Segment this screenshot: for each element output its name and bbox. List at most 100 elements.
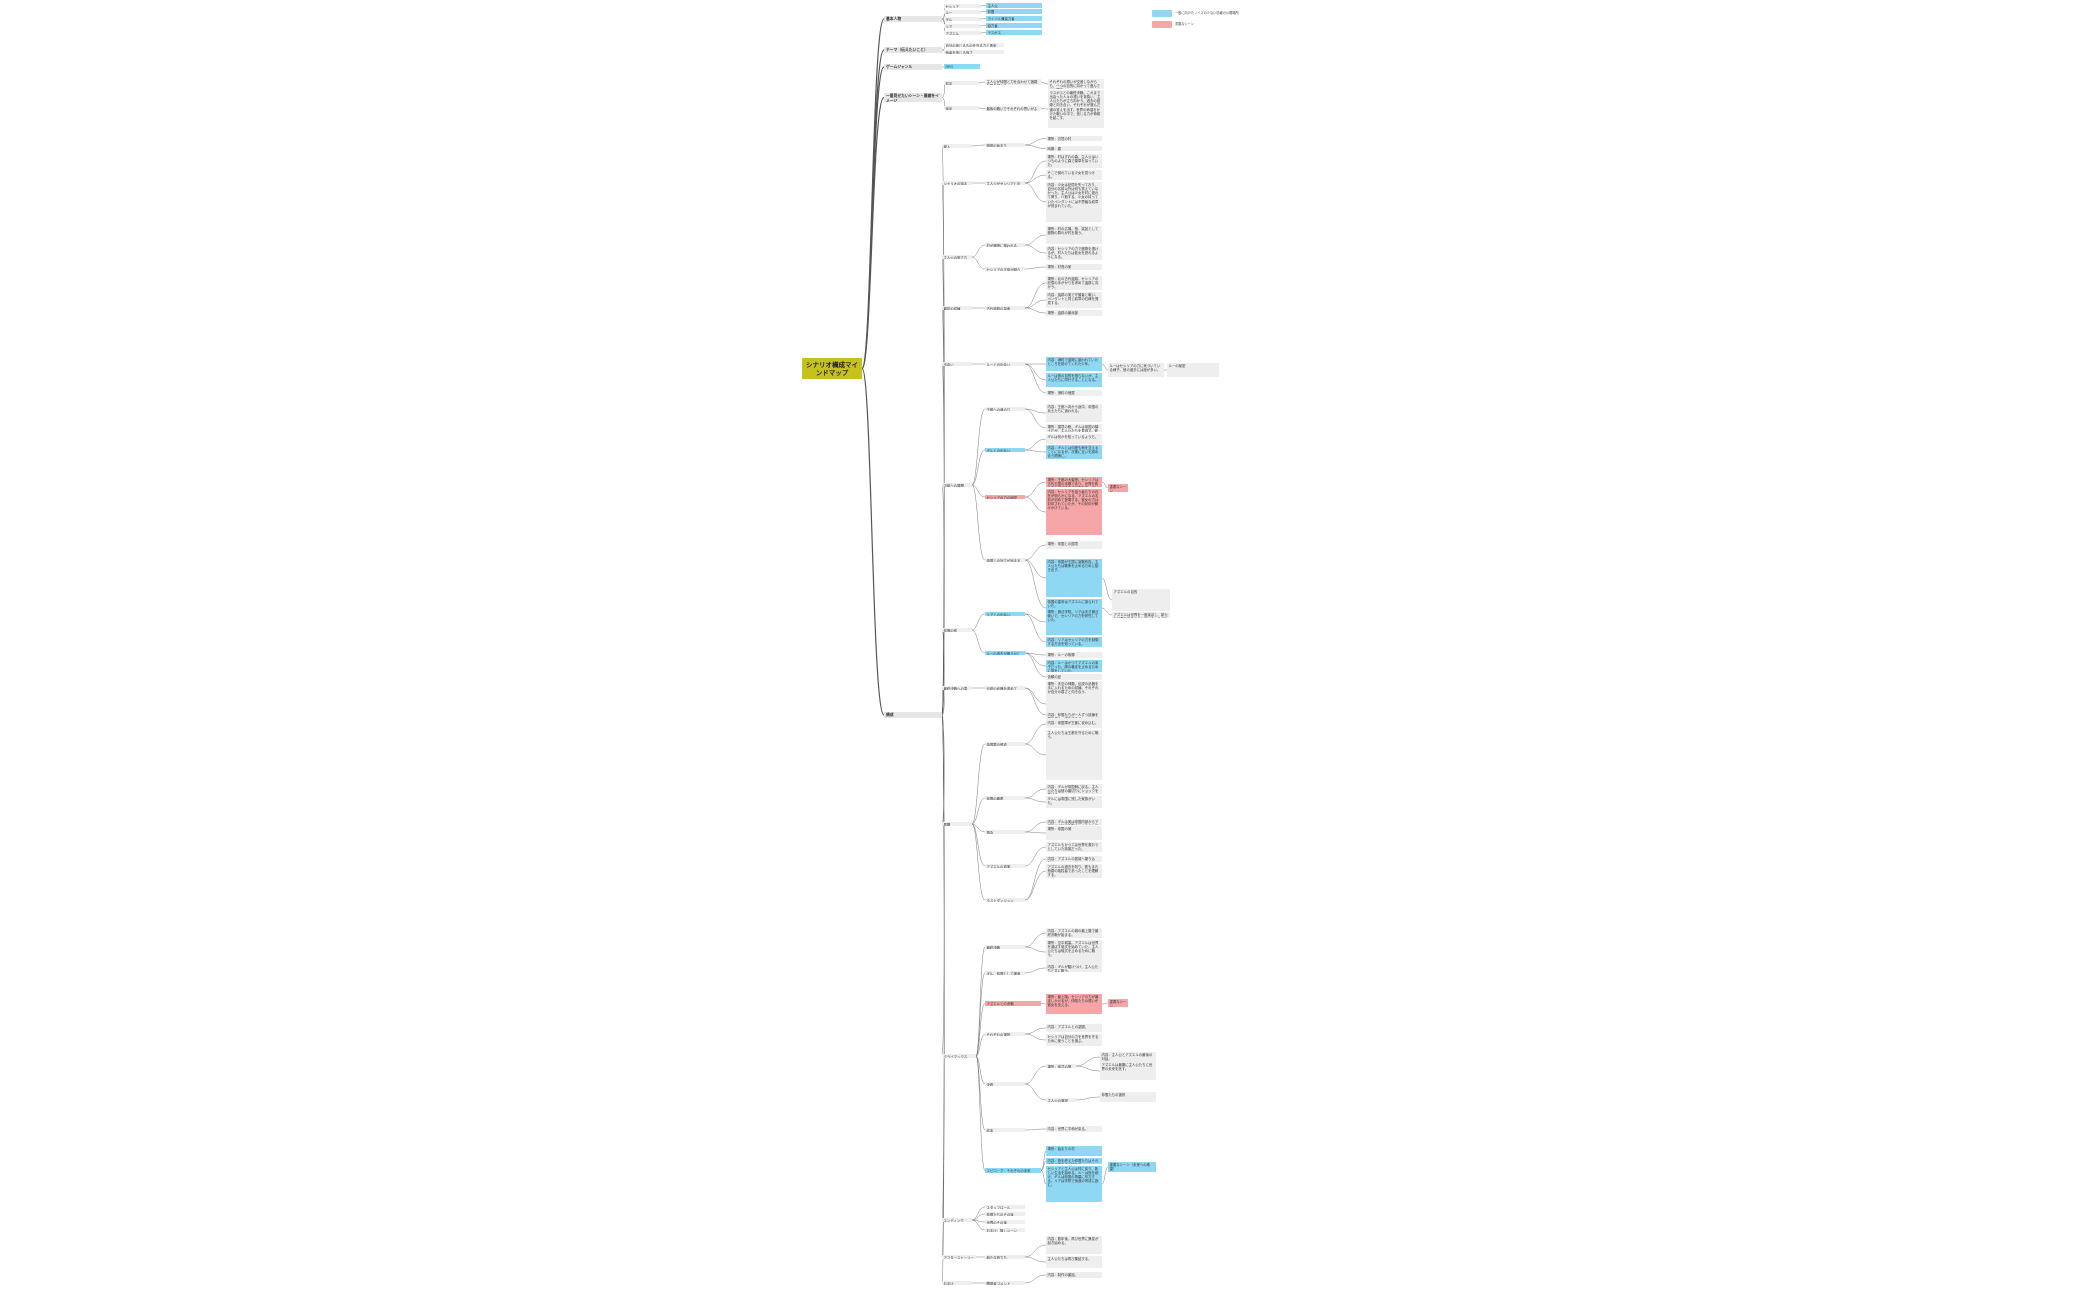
topic-node-s6a[interactable]: 王都への道のり [985, 407, 1025, 411]
topic-node-m1b1[interactable]: 仲間 [986, 9, 1042, 14]
topic-node-s10n[interactable]: 内容：世界に平和が戻る。 [1046, 1126, 1102, 1132]
topic-node-s7[interactable]: 仲間の絆 [942, 628, 972, 632]
topic-node-s10m[interactable]: 場所：始まりの村 [1046, 1146, 1102, 1156]
topic-node-s7b[interactable]: ルーの過去が明らかに [985, 651, 1025, 655]
topic-node-s7y[interactable]: 内容：リアはセシリアの力を制御する方法を知っている。 [1046, 637, 1102, 647]
topic-node-s10d[interactable]: それぞれの選択 [985, 1032, 1025, 1036]
topic-node-s11[interactable]: エンディング [942, 1218, 972, 1222]
topic-node-s10l[interactable]: 内容：旅を終えた仲間たちはそれぞれの道を歩み始める。 [1046, 1158, 1102, 1164]
topic-node-s7w[interactable]: 内容：ルーはかつてアズエルの弟子だった。師の暴走を止めるために旅をしていた。 [1046, 660, 1102, 672]
topic-node-s5a[interactable]: ルーとの出会い [985, 362, 1025, 366]
topic-node-s1a[interactable]: 物語の始まり [985, 143, 1025, 147]
root-topic[interactable]: シナリオ構成マインドマップ [802, 358, 862, 379]
topic-node-s9d[interactable]: アズエルの真実 [985, 864, 1025, 868]
topic-node-s6o[interactable]: アズエルは世界を一度滅ぼし、新たな世界を創ろうとしている。そのためにセシリアの力… [1112, 612, 1170, 618]
topic-node-s2a[interactable]: 主人公がセシリアと出会う [985, 181, 1025, 185]
topic-node-m1c1[interactable]: ライバル兼協力者 [986, 16, 1042, 21]
topic-node-s10t[interactable]: セシリアは自分の力を世界を守るために使うことを選ぶ。 [1046, 1034, 1102, 1046]
topic-node-s1y[interactable]: 時期：春 [1046, 146, 1102, 151]
topic-node-s1x[interactable]: 場所：辺境の村 [1046, 136, 1102, 141]
topic-node-m1c[interactable]: ギル [944, 17, 980, 21]
topic-node-s5y[interactable]: ルーは旅の目的を語らないが、主人公たちに同行することになる。 [1046, 373, 1102, 387]
topic-node-s10a[interactable]: 最終決戦 [985, 945, 1025, 949]
topic-node-s5n[interactable]: ルーはセシリアの力に気づいている様子。彼の過去には謎が多い。 [1108, 363, 1164, 377]
topic-node-s8[interactable]: 最終決戦への準備 [942, 686, 972, 690]
topic-node-m1a[interactable]: セシリア [944, 4, 980, 8]
topic-node-s10v[interactable]: 重要なシーン [1108, 999, 1128, 1007]
topic-node-s10y[interactable]: 場所：空中城塞。アズエルは世界を滅ぼす儀式を始めていた。主人公たちは儀式を止める… [1046, 940, 1102, 964]
topic-node-s9v[interactable]: 内容：ギルは実は帝国内部からアズエルの計画を阻止しようとしていた。 [1046, 819, 1102, 825]
topic-node-s9r[interactable]: アズエルの過去を知り、彼もまた悲劇の犠牲者であったことを理解する。 [1046, 864, 1102, 878]
topic-node-s10r[interactable]: 内容：主人公とアズエルの最後の対話。 [1100, 1052, 1156, 1062]
main-topic-m5[interactable]: 構成 [884, 712, 942, 718]
topic-node-s11b[interactable]: 仲間たちのその後 [985, 1212, 1025, 1216]
topic-node-s6b[interactable]: ギルとの出会い [985, 448, 1025, 452]
topic-node-s7z[interactable]: 場所：ルーの故郷 [1046, 652, 1102, 658]
topic-node-s10e[interactable]: 決着 [985, 1082, 1025, 1086]
topic-node-s10b[interactable]: ギル、仲間として帰還 [985, 971, 1025, 975]
topic-node-m1d[interactable]: リア [944, 24, 980, 28]
topic-node-s6w[interactable]: 内容：ギルとは何度も剣を交えることになるが、次第に互いを認め合う関係に。 [1046, 445, 1102, 459]
topic-node-s10q[interactable]: アズエルは最期に主人公たちに世界の未来を託す。 [1100, 1062, 1156, 1080]
topic-node-m4a1x[interactable]: それぞれの想いが交差しながらも、一つの目的に向かって進んでいく場面 [1048, 79, 1104, 89]
topic-node-s3y[interactable]: 内容：セシリアの力で魔物を退けるが、村人たちは彼女を恐れるようになる。 [1046, 246, 1102, 260]
topic-node-s13[interactable]: おまけ [942, 1281, 972, 1285]
topic-node-s7x[interactable]: 場所：魔法学院。リアは天才魔法使いで、セシリアの力を研究していた。 [1046, 609, 1102, 635]
topic-node-m1e1[interactable]: ラスボス [986, 30, 1042, 35]
topic-node-s4z[interactable]: 場所：遺跡の最深部 [1046, 310, 1102, 316]
topic-node-s10f[interactable]: 結末 [985, 1128, 1025, 1132]
topic-node-m4b[interactable]: 後半 [944, 106, 978, 110]
topic-node-s10z[interactable]: 内容：ギルが駆けつけ、主人公たちと共に戦う。 [1046, 964, 1102, 972]
topic-node-s6r[interactable]: 内容：帝国が王国に宣戦布告。主人公たちは戦争を止めるために動き出す。 [1046, 559, 1102, 597]
topic-node-s12x[interactable]: 内容：数年後、再び世界に異変が起き始める。 [1046, 1236, 1102, 1254]
topic-node-s10c[interactable]: アズエルとの決戦 [985, 1001, 1041, 1006]
topic-node-s10j[interactable]: 重要なシーン（未来への希望） [1108, 1162, 1156, 1172]
topic-node-s2[interactable]: シナリオの始まり [942, 181, 972, 185]
topic-node-s10x[interactable]: 内容：アズエルの城の最上階で最終決戦が始まる。 [1046, 928, 1102, 938]
topic-node-s9e[interactable]: ラストダンジョン [985, 898, 1025, 902]
topic-node-s3x[interactable]: 場所：村の広場。夜、突如として魔物の群れが村を襲う。 [1046, 226, 1102, 244]
topic-node-s3a[interactable]: 村が魔物に襲われる [985, 243, 1025, 247]
topic-node-s2y[interactable]: そこで倒れている少女を見つける。 [1046, 170, 1102, 180]
topic-node-m1a1[interactable]: 主人公 [986, 3, 1042, 8]
topic-node-s8x[interactable]: 場所：天空の神殿。伝説の武器を手に入れるための試練。それぞれが自分の弱さと向き合… [1046, 681, 1102, 727]
topic-node-s9w[interactable]: ギルには帝国に残した家族がいた。 [1046, 796, 1102, 808]
topic-node-s2z[interactable]: 内容：少女は記憶を失っており、自分の名前以外は何も覚えていなかった。主人公は少女… [1046, 182, 1102, 222]
topic-node-s12a[interactable]: 新たな旅立ち [985, 1255, 1025, 1259]
topic-node-s7a[interactable]: リアとの出会い [985, 612, 1025, 616]
topic-node-s9y[interactable]: 主人公たちは王都を守るために戦う。 [1046, 730, 1102, 780]
topic-node-s6y[interactable]: 場所：国境の砦。ギルは帝国の騎士だが、主人公たちを見逃す。彼の真意は不明。 [1046, 424, 1102, 432]
topic-node-s11a[interactable]: スタッフロール [985, 1205, 1025, 1209]
topic-node-s5x[interactable]: 内容：港町で盗賊に襲われていたところを助けてくれた少年。 [1046, 357, 1102, 371]
topic-node-s6x[interactable]: 内容：王都へ向かう途中、帝国の兵士たちに追われる。 [1046, 404, 1102, 422]
topic-node-s13a[interactable]: 開発者コメント [985, 1281, 1025, 1285]
topic-node-s10o[interactable]: 仲間たちの選択 [1100, 1092, 1156, 1102]
topic-node-s9[interactable]: 展開 [942, 822, 972, 826]
topic-node-s12[interactable]: アフターストーリー [942, 1255, 976, 1259]
topic-node-s10w[interactable]: 場所：最上階。セシリアの力が暴走しかけるが、仲間たちの想いが彼女を支える。 [1046, 994, 1102, 1014]
topic-node-s2x[interactable]: 場所：村はずれの森。主人公はいつものように森で薬草を採っていた。 [1046, 154, 1102, 168]
topic-node-s12y[interactable]: 主人公たちは再び集結する。 [1046, 1256, 1102, 1268]
topic-node-s8y[interactable]: 内容：仲間たちが一人ずつ試練を乗り越え、絆を深める。 [1046, 712, 1102, 718]
main-topic-m2[interactable]: テーマ（伝えたいこと） [884, 47, 942, 53]
topic-node-m2b[interactable]: 他者を信じる強さ [944, 50, 1004, 54]
topic-node-s10[interactable]: クライマックス [942, 1054, 976, 1058]
topic-node-s1[interactable]: 導入 [942, 144, 972, 148]
topic-node-s8a[interactable]: 伝説の武器を求めて [985, 686, 1025, 690]
main-topic-m1[interactable]: 基本人物 [884, 16, 942, 22]
topic-node-s6c[interactable]: セシリアの力の秘密 [985, 495, 1025, 499]
topic-node-m1b[interactable]: ルー [944, 10, 980, 14]
topic-node-m1d1[interactable]: 協力者 [986, 23, 1042, 28]
topic-node-s9b[interactable]: 仲間の離脱 [985, 796, 1025, 800]
topic-node-s5z[interactable]: 場所：港町の宿屋 [1046, 390, 1102, 396]
topic-node-s3[interactable]: 主人公の旅立ち [942, 255, 972, 259]
topic-node-m4a[interactable]: 前半 [944, 81, 978, 85]
topic-node-s5[interactable]: 出会い [942, 362, 972, 366]
topic-node-s9c[interactable]: 再会 [985, 830, 1025, 834]
topic-node-s6u[interactable]: 内容：セシリアを狙う者たちの存在が明らかになる。アズエルの名前が初めて登場する。… [1046, 489, 1102, 535]
topic-node-s9z[interactable]: 内容：ギルが帝国側に戻る。主人公たちは彼の裏切りにショックを受ける。 [1046, 784, 1102, 794]
topic-node-s10k[interactable]: セシリアと主人公は村に戻り、新しい生活を始める。ルーは旅を続け、ギルは帝国の再建… [1046, 1166, 1102, 1202]
topic-node-s4a[interactable]: 古代遺跡の探索 [985, 306, 1025, 310]
topic-node-s6d[interactable]: 帝国との対立が始まる [985, 558, 1025, 562]
topic-node-s6[interactable]: 中盤への展開 [942, 483, 972, 487]
